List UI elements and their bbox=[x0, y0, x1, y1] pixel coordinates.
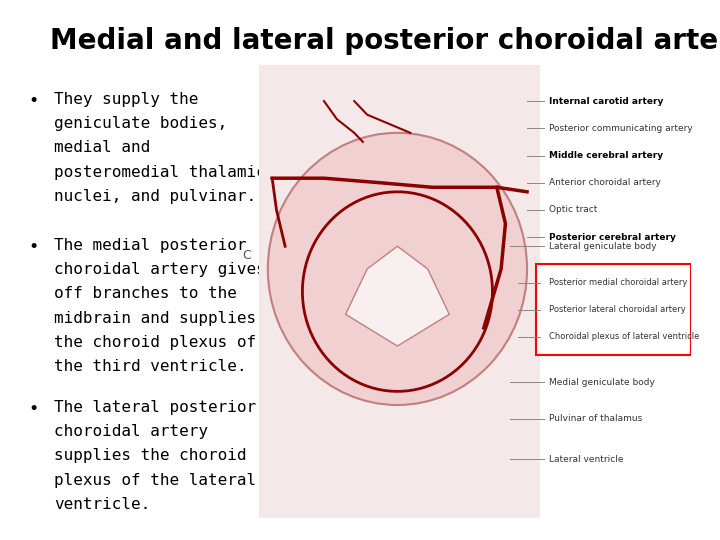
Text: supplies the choroid: supplies the choroid bbox=[54, 448, 246, 463]
Polygon shape bbox=[346, 246, 449, 346]
Text: medial and: medial and bbox=[54, 140, 150, 156]
Text: plexus of the lateral: plexus of the lateral bbox=[54, 472, 256, 488]
Text: the choroid plexus of: the choroid plexus of bbox=[54, 335, 256, 350]
Text: Medial and lateral posterior choroidal artery: Medial and lateral posterior choroidal a… bbox=[50, 27, 720, 55]
Circle shape bbox=[268, 133, 527, 405]
Text: geniculate bodies,: geniculate bodies, bbox=[54, 116, 228, 131]
Text: Pulvinar of thalamus: Pulvinar of thalamus bbox=[549, 414, 642, 423]
Polygon shape bbox=[259, 65, 540, 518]
Text: •: • bbox=[29, 400, 39, 417]
Text: choroidal artery gives: choroidal artery gives bbox=[54, 262, 266, 277]
Text: choroidal artery: choroidal artery bbox=[54, 424, 208, 439]
Text: C: C bbox=[242, 249, 251, 262]
Text: The lateral posterior: The lateral posterior bbox=[54, 400, 256, 415]
Text: They supply the: They supply the bbox=[54, 92, 199, 107]
Text: Middle cerebral artery: Middle cerebral artery bbox=[549, 151, 663, 160]
Text: Posterior lateral choroidal artery: Posterior lateral choroidal artery bbox=[549, 305, 685, 314]
Text: posteromedial thalamic: posteromedial thalamic bbox=[54, 165, 266, 180]
Text: Optic tract: Optic tract bbox=[549, 205, 597, 214]
Text: •: • bbox=[29, 92, 39, 110]
Text: Lateral ventricle: Lateral ventricle bbox=[549, 455, 623, 464]
Text: ventricle.: ventricle. bbox=[54, 497, 150, 512]
Text: midbrain and supplies: midbrain and supplies bbox=[54, 310, 256, 326]
Text: off branches to the: off branches to the bbox=[54, 286, 237, 301]
Text: Choroidal plexus of lateral ventricle: Choroidal plexus of lateral ventricle bbox=[549, 333, 699, 341]
Text: Anterior choroidal artery: Anterior choroidal artery bbox=[549, 178, 660, 187]
Text: Lateral geniculate body: Lateral geniculate body bbox=[549, 242, 656, 251]
Text: The medial posterior: The medial posterior bbox=[54, 238, 246, 253]
Text: nuclei, and pulvinar.: nuclei, and pulvinar. bbox=[54, 189, 256, 204]
Text: the third ventricle.: the third ventricle. bbox=[54, 359, 246, 374]
Text: Posterior communicating artery: Posterior communicating artery bbox=[549, 124, 693, 133]
FancyBboxPatch shape bbox=[536, 265, 691, 355]
Text: Internal carotid artery: Internal carotid artery bbox=[549, 97, 663, 106]
Text: Posterior medial choroidal artery: Posterior medial choroidal artery bbox=[549, 278, 687, 287]
Text: Posterior cerebral artery: Posterior cerebral artery bbox=[549, 233, 675, 242]
Text: Medial geniculate body: Medial geniculate body bbox=[549, 378, 654, 387]
Text: •: • bbox=[29, 238, 39, 255]
